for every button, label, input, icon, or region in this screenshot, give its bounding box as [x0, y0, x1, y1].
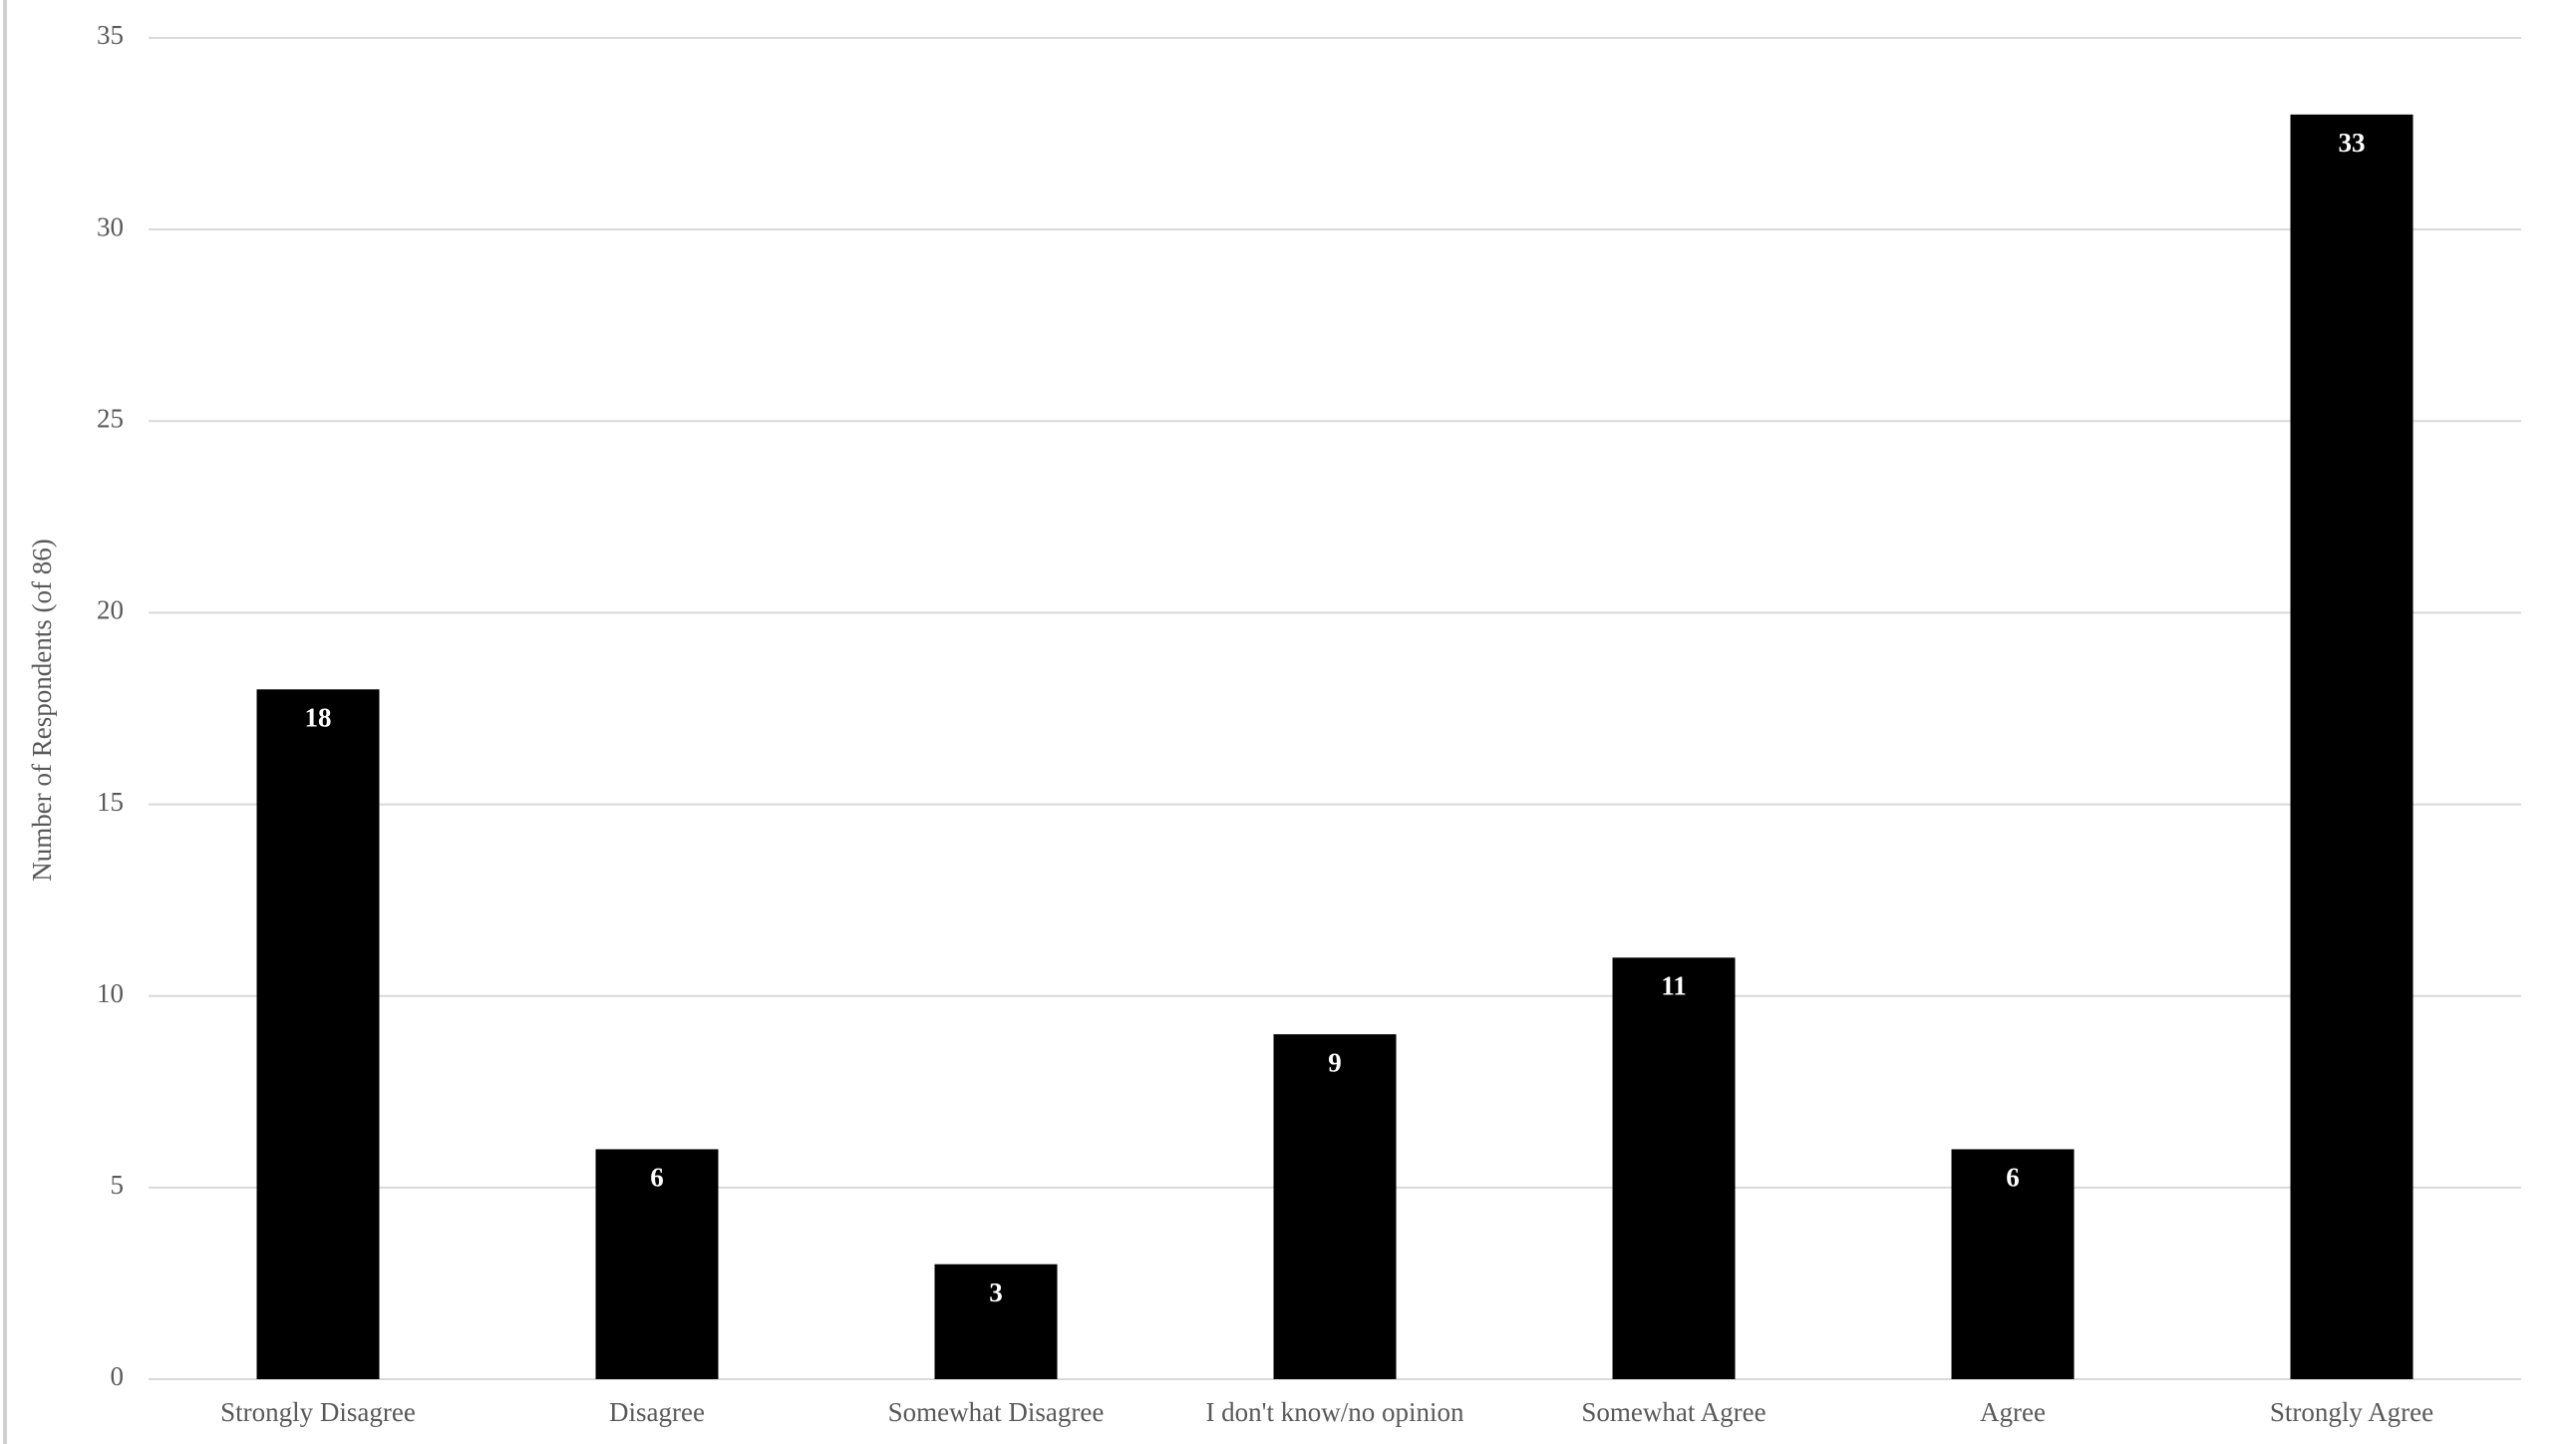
- bar: [934, 1264, 1058, 1379]
- value-label: 6: [2006, 1163, 2020, 1193]
- x-tick-label: Strongly Disagree: [220, 1397, 416, 1427]
- y-axis-title: Number of Respondents (of 86): [27, 539, 57, 881]
- x-tick-label: Somewhat Disagree: [888, 1397, 1105, 1427]
- y-tick-label: 0: [111, 1361, 125, 1391]
- bar: [1273, 1034, 1397, 1379]
- x-tick-label: I don't know/no opinion: [1205, 1397, 1464, 1427]
- x-tick-label: Disagree: [609, 1397, 705, 1427]
- y-tick-label: 25: [97, 403, 124, 433]
- y-tick-label: 30: [97, 211, 124, 241]
- bar: [595, 1149, 719, 1379]
- value-label: 3: [989, 1277, 1003, 1307]
- y-tick-label: 20: [97, 595, 124, 625]
- value-label: 9: [1328, 1047, 1342, 1077]
- value-label: 11: [1661, 970, 1687, 1000]
- y-tick-label: 35: [97, 20, 124, 50]
- x-tick-label: Somewhat Agree: [1581, 1397, 1766, 1427]
- y-tick-label: 15: [97, 787, 124, 817]
- y-tick-label: 5: [111, 1170, 125, 1200]
- x-tick-label: Agree: [1980, 1397, 2046, 1427]
- value-label: 18: [305, 702, 332, 732]
- y-tick-label: 10: [97, 978, 124, 1008]
- value-label: 33: [2339, 128, 2366, 158]
- bar: [256, 689, 380, 1379]
- bar: [1612, 957, 1736, 1379]
- x-tick-label: Strongly Agree: [2270, 1397, 2433, 1427]
- bar: [1951, 1149, 2075, 1379]
- bar: [2290, 114, 2414, 1379]
- value-label: 6: [650, 1163, 664, 1193]
